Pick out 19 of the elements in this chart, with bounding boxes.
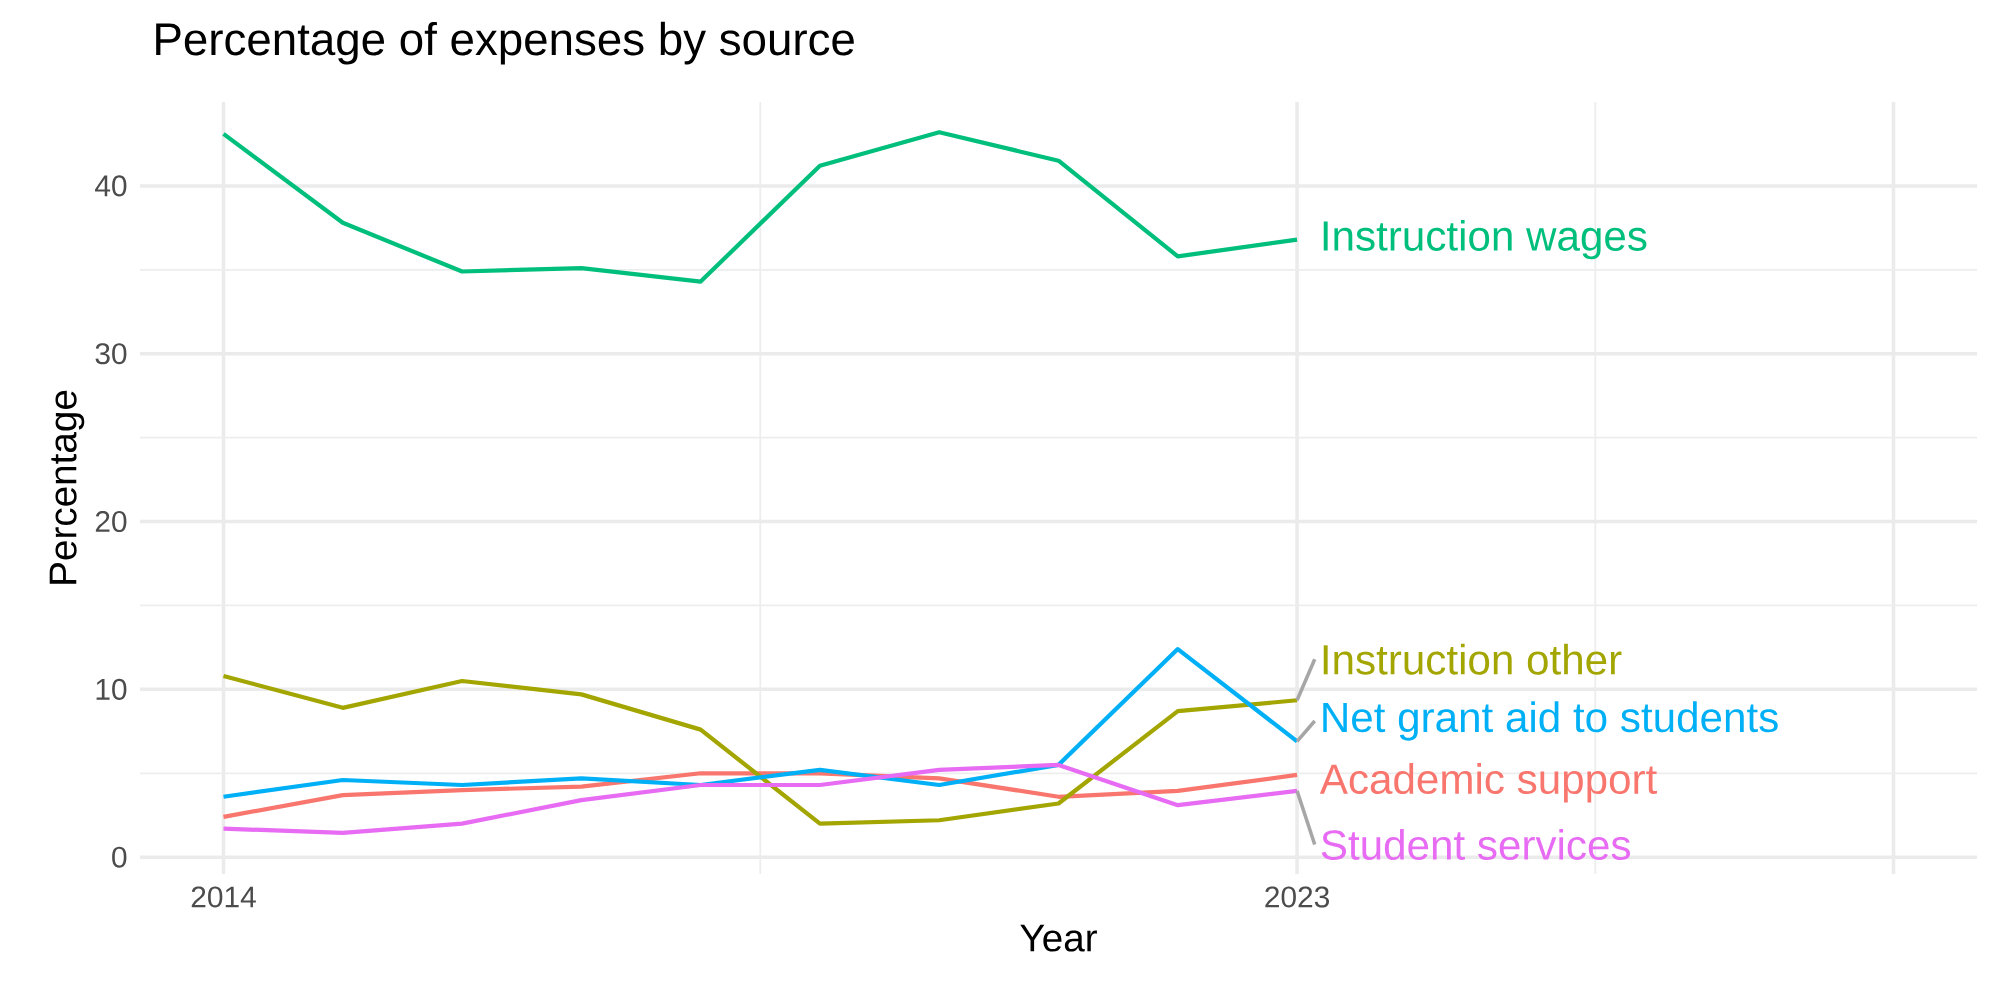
- line-series: [221, 673, 1300, 826]
- x-axis-title: Year: [1020, 924, 1097, 952]
- line-series: [221, 762, 1300, 835]
- chart-title: Percentage of expenses by source: [156, 21, 854, 65]
- y-tick-label: 30: [95, 343, 127, 365]
- series-label: Instruction other: [1323, 643, 1622, 675]
- y-tick-label: 40: [95, 175, 127, 197]
- x-tick-label: 2014: [191, 886, 256, 908]
- y-tick-label: 0: [112, 846, 127, 868]
- line-series: [221, 646, 1300, 799]
- y-axis-title: Percentage: [49, 390, 85, 584]
- series-label: Instruction wages: [1323, 219, 1647, 260]
- series-label: Student services: [1321, 829, 1631, 860]
- y-tick-label: 20: [95, 511, 127, 533]
- x-tick-label: 2023: [1265, 886, 1329, 908]
- series-label: Net grant aid to students: [1323, 701, 1778, 741]
- y-tick-label: 10: [96, 678, 127, 700]
- line-series: [221, 130, 1300, 284]
- series-label: Academic support: [1319, 763, 1657, 803]
